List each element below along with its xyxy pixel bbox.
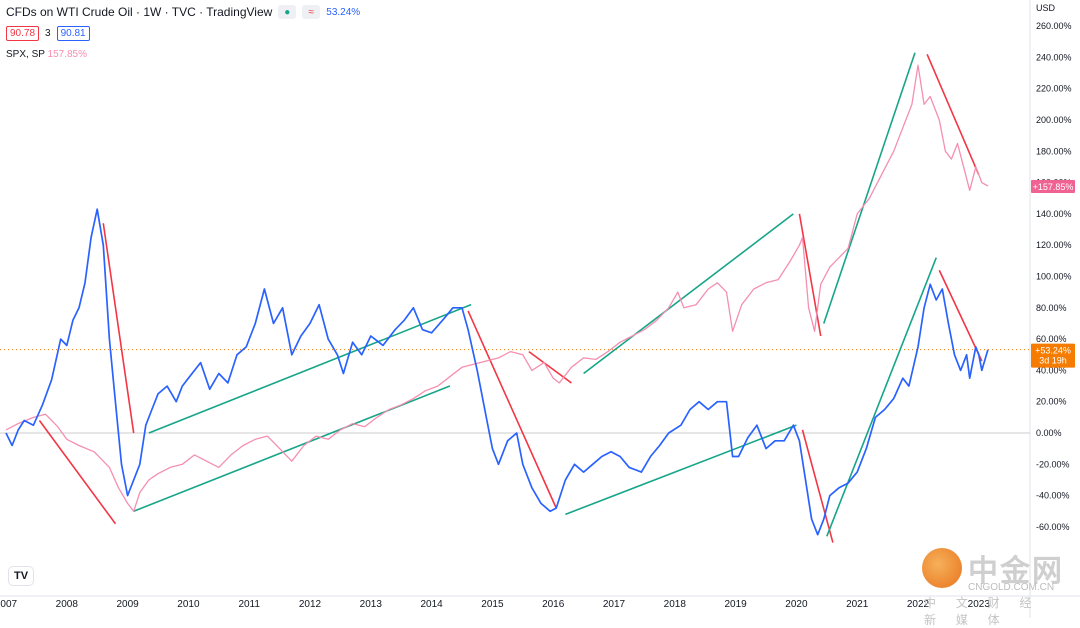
spx-series-line [5, 64, 989, 512]
y-tick-label: 140.00% [1036, 209, 1072, 219]
downtrend-line [528, 350, 572, 384]
x-tick-label: 2019 [724, 599, 747, 610]
series-lines [5, 64, 989, 536]
x-tick-label: 2014 [420, 599, 443, 610]
y-tick-label: -40.00% [1036, 491, 1070, 501]
oil-price-badge-countdown: 3d 19h [1039, 356, 1067, 366]
spx-label: SPX, SP [6, 49, 45, 60]
y-tick-label: 180.00% [1036, 146, 1072, 156]
y-tick-label: 200.00% [1036, 115, 1072, 125]
uptrend-line [823, 52, 916, 324]
x-tick-label: 2017 [603, 599, 626, 610]
tradingview-logo-icon[interactable]: TV [9, 567, 33, 585]
y-tick-label: 0.00% [1036, 428, 1062, 438]
downtrend-line [938, 269, 983, 362]
symbol-title[interactable]: CFDs on WTI Crude Oil · 1W · TVC · Tradi… [6, 5, 273, 19]
market-status-icon[interactable]: ● [278, 5, 297, 19]
trendlines [38, 52, 983, 543]
downtrend-line [467, 310, 557, 509]
x-tick-label: 2018 [664, 599, 687, 610]
downtrend-line [38, 420, 117, 525]
y-tick-label: 120.00% [1036, 240, 1072, 250]
x-tick-label: 2013 [360, 599, 383, 610]
downtrend-line [801, 429, 834, 543]
y-tick-label: 100.00% [1036, 272, 1072, 282]
uptrend-line [148, 303, 472, 434]
y-tick-label: -20.00% [1036, 459, 1070, 469]
x-tick-label: 2020 [785, 599, 808, 610]
uptrend-line [583, 213, 794, 375]
x-tick-label: 2015 [481, 599, 504, 610]
y-tick-label: 40.00% [1036, 365, 1067, 375]
sell-price-button[interactable]: 90.78 [6, 26, 40, 41]
downtrend-line [926, 53, 980, 176]
uptrend-line [565, 424, 797, 516]
compare-icon[interactable]: ≈ [302, 5, 321, 19]
chart-header: CFDs on WTI Crude Oil · 1W · TVC · Tradi… [6, 4, 360, 60]
spx-legend[interactable]: SPX, SP 157.85% [6, 49, 360, 60]
y-tick-label: 80.00% [1036, 303, 1067, 313]
spx-price-badge-bg [1031, 179, 1075, 193]
oil-price-badge-bg [1031, 343, 1075, 368]
x-tick-label: 2008 [56, 599, 79, 610]
downtrend-line [798, 213, 822, 337]
spx-percent: 157.85% [47, 49, 87, 60]
change-percent: 53.24% [326, 6, 361, 18]
oil-price-badge: +53.24% [1035, 346, 1071, 356]
y-tick-label: 20.00% [1036, 397, 1067, 407]
x-tick-label: 2023 [968, 599, 991, 610]
y-tick-label: -60.00% [1036, 522, 1070, 532]
spread-value: 3 [45, 28, 51, 39]
x-tick-label: 2007 [0, 599, 18, 610]
y-tick-label: 220.00% [1036, 84, 1072, 94]
axis-currency-label: USD [1036, 3, 1056, 13]
x-tick-label: 2016 [542, 599, 565, 610]
price-badges: +157.85% +53.24%3d 19h [1031, 179, 1075, 368]
axes: USD260.00%240.00%220.00%200.00%180.00%16… [0, 3, 1072, 610]
x-tick-label: 2011 [238, 599, 260, 610]
y-tick-label: 240.00% [1036, 52, 1072, 62]
spx-price-badge: +157.85% [1033, 182, 1074, 192]
x-tick-label: 2022 [907, 599, 930, 610]
oil-series-line [5, 208, 989, 536]
x-tick-label: 2012 [299, 599, 322, 610]
y-tick-label: 60.00% [1036, 334, 1067, 344]
x-tick-label: 2009 [116, 599, 139, 610]
buy-price-button[interactable]: 90.81 [56, 26, 90, 41]
x-tick-label: 2010 [177, 599, 200, 610]
x-tick-label: 2021 [846, 599, 869, 610]
uptrend-line [826, 257, 937, 537]
y-tick-label: 260.00% [1036, 21, 1072, 31]
downtrend-line [102, 223, 135, 434]
